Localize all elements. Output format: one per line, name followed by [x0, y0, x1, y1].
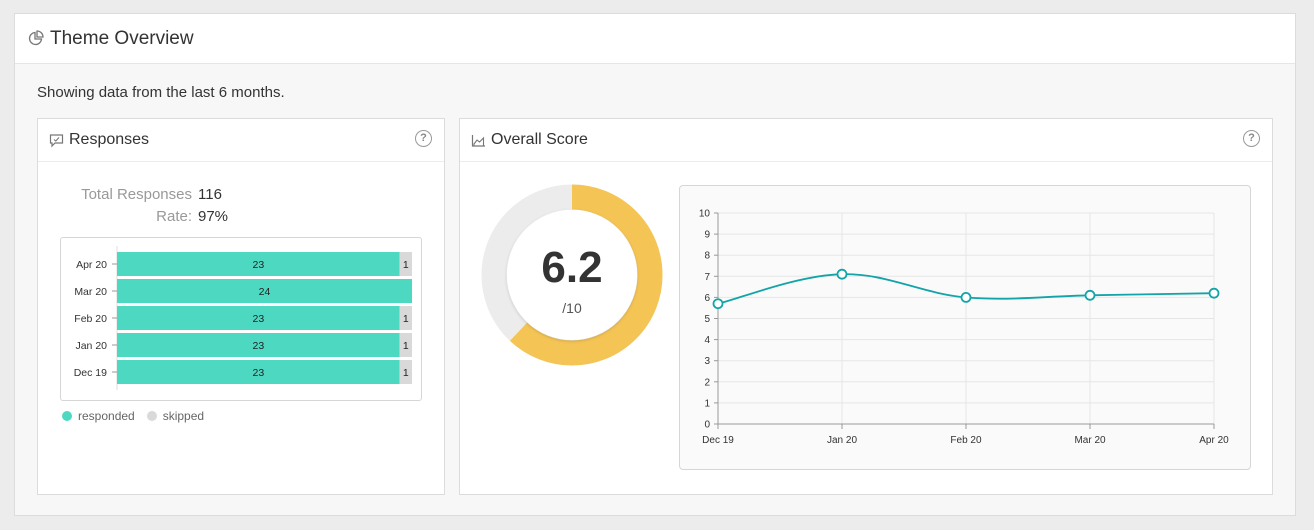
- legend-skipped-label: skipped: [162, 409, 205, 423]
- bar-responded[interactable]: [117, 333, 400, 357]
- pie-chart-icon: [28, 30, 44, 46]
- score-point[interactable]: [1208, 287, 1220, 299]
- y-tick-label: 6: [704, 293, 710, 304]
- score-trend-svg: 0 1 2 3 4 5 6 7 8 9 10 Dec 19 Jan 20 Feb 20 Mar 20 Apr …: [699, 209, 1229, 447]
- overall-score-card: Overall Score ? 6.2 /10 0 1 2 3 4 5 6 7 8 9 10 Dec …: [459, 118, 1273, 495]
- y-tick-label: 9: [704, 230, 710, 241]
- overall-score-header: Overall Score ?: [460, 119, 1272, 162]
- bar-skipped[interactable]: [399, 252, 412, 276]
- responses-title: Responses: [69, 131, 150, 148]
- total-responses-row: Total Responses 116: [38, 186, 222, 203]
- x-tick-label: Feb 20: [950, 435, 982, 446]
- bar-value-label: 1: [403, 313, 409, 325]
- overall-score-title: Overall Score: [491, 131, 588, 148]
- legend-skipped-swatch: [146, 411, 157, 421]
- responses-legend: responded skipped: [62, 409, 204, 423]
- bar-value-label: 1: [403, 259, 409, 271]
- bar-value-label: 23: [253, 259, 265, 271]
- bar-responded[interactable]: [117, 279, 412, 303]
- legend-responded-swatch: [62, 411, 72, 421]
- responses-bar-chart: Apr 20 23 1 Mar 20 24 Feb 20 23 1 Jan 20 23 1 Dec 1…: [60, 237, 422, 401]
- bar-value-label: 1: [403, 367, 409, 379]
- score-gauge-center: [507, 210, 637, 340]
- bar-value-label: 23: [253, 340, 265, 352]
- legend-responded-label: responded: [78, 409, 135, 423]
- bar-category-label: Mar 20: [74, 286, 107, 298]
- x-tick-label: Dec 19: [702, 435, 734, 446]
- bar-value-label: 24: [259, 286, 271, 298]
- bar-responded[interactable]: [117, 306, 400, 330]
- bar-responded[interactable]: [117, 252, 400, 276]
- bar-category-label: Jan 20: [75, 340, 107, 352]
- bar-value-label: 23: [253, 313, 265, 325]
- score-point[interactable]: [1084, 289, 1096, 301]
- score-point[interactable]: [960, 292, 972, 303]
- y-tick-label: 3: [704, 356, 710, 367]
- theme-overview-panel: Theme Overview Showing data from the las…: [14, 13, 1296, 516]
- bar-category-label: Dec 19: [74, 367, 107, 379]
- bar-category-label: Apr 20: [76, 259, 107, 271]
- y-tick-label: 4: [704, 335, 710, 346]
- x-tick-label: Mar 20: [1074, 435, 1106, 446]
- y-tick-label: 5: [704, 314, 710, 325]
- rate-row: Rate: 97%: [38, 208, 228, 225]
- responses-card: Responses ? Total Responses 116 Rate: 97% …: [37, 118, 445, 495]
- area-chart-icon: [471, 134, 485, 147]
- total-responses-value: 116: [198, 186, 222, 203]
- bar-value-label: 23: [253, 367, 265, 379]
- y-tick-label: 10: [699, 209, 711, 220]
- chat-icon: [49, 133, 64, 147]
- score-point[interactable]: [836, 268, 848, 280]
- bar-responded[interactable]: [117, 360, 400, 384]
- score-gauge-fill: [481, 184, 663, 366]
- responses-bar-svg: Apr 20 23 1 Mar 20 24 Feb 20 23 1 Jan 20 23 1 Dec 1…: [74, 246, 412, 390]
- score-trend-chart: 0 1 2 3 4 5 6 7 8 9 10 Dec 19 Jan 20 Feb 20 Mar 20 Apr …: [679, 185, 1251, 470]
- bar-skipped[interactable]: [399, 306, 412, 330]
- y-tick-label: 2: [704, 377, 710, 388]
- score-value: 6.2: [541, 243, 602, 292]
- help-icon[interactable]: ?: [415, 130, 432, 147]
- bar-category-label: Feb 20: [74, 313, 107, 325]
- score-gauge: 6.2 /10: [481, 184, 663, 366]
- date-range-note: Showing data from the last 6 months.: [37, 84, 285, 101]
- score-max: /10: [562, 300, 582, 316]
- total-responses-label: Total Responses: [81, 186, 192, 203]
- y-tick-label: 8: [704, 251, 710, 262]
- rate-label: Rate:: [156, 208, 192, 225]
- bar-skipped[interactable]: [399, 333, 412, 357]
- panel-title: Theme Overview: [50, 27, 194, 49]
- responses-header: Responses ?: [38, 119, 444, 162]
- x-tick-label: Jan 20: [827, 435, 857, 446]
- y-tick-label: 7: [704, 272, 710, 283]
- y-tick-label: 1: [704, 398, 710, 409]
- rate-value: 97%: [198, 208, 229, 225]
- bar-skipped[interactable]: [399, 360, 412, 384]
- help-icon[interactable]: ?: [1243, 130, 1260, 147]
- y-tick-label: 0: [704, 420, 710, 431]
- panel-header: Theme Overview: [15, 14, 1295, 64]
- x-tick-label: Apr 20: [1199, 435, 1229, 446]
- bar-value-label: 1: [403, 340, 409, 352]
- score-point[interactable]: [712, 298, 724, 310]
